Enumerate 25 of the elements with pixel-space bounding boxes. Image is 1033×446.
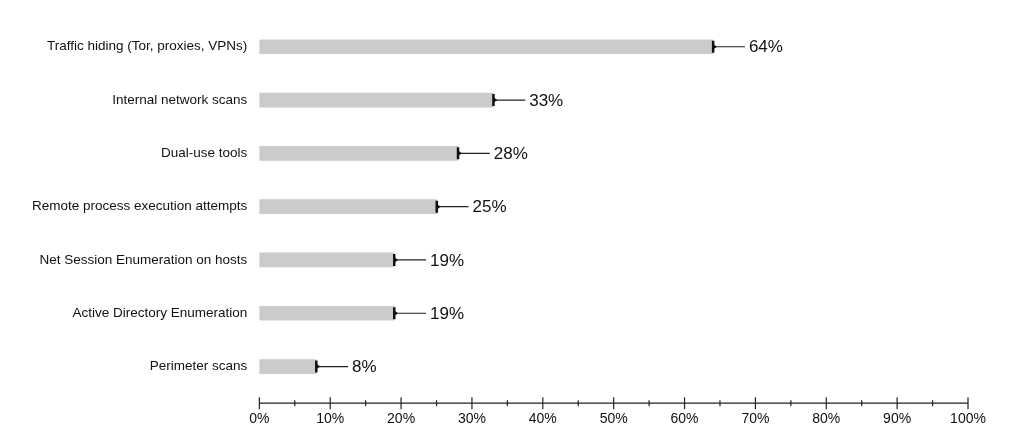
y-tick-label: Net Session Enumeration on hosts <box>39 251 248 267</box>
x-tick-label: 80% <box>812 410 841 427</box>
y-tick-label: Internal network scans <box>112 91 248 107</box>
data-label: 19% <box>430 250 465 270</box>
x-tick-label: 60% <box>670 410 699 427</box>
x-tick-label: 0% <box>249 410 270 427</box>
y-tick-label: Active Directory Enumeration <box>72 304 248 320</box>
x-tick-label: 30% <box>457 410 486 427</box>
data-label: 33% <box>529 90 564 110</box>
x-tick-label: 20% <box>387 410 416 427</box>
data-label: 25% <box>472 197 507 217</box>
x-tick-label: 40% <box>528 410 557 427</box>
x-tick-label: 10% <box>316 410 345 427</box>
data-label: 64% <box>748 37 783 57</box>
data-label: 19% <box>430 303 465 323</box>
x-tick-label: 50% <box>599 410 628 427</box>
x-tick-label: 90% <box>883 410 912 427</box>
x-tick-label: 100% <box>950 410 986 427</box>
x-tick-label: 70% <box>741 410 770 427</box>
y-tick-label: Remote process execution attempts <box>31 198 248 214</box>
data-label: 8% <box>352 357 377 377</box>
y-tick-label: Perimeter scans <box>149 358 248 374</box>
y-tick-label: Dual-use tools <box>161 145 248 161</box>
y-tick-label: Traffic hiding (Tor, proxies, VPNs) <box>47 38 248 54</box>
data-label: 28% <box>493 144 528 164</box>
